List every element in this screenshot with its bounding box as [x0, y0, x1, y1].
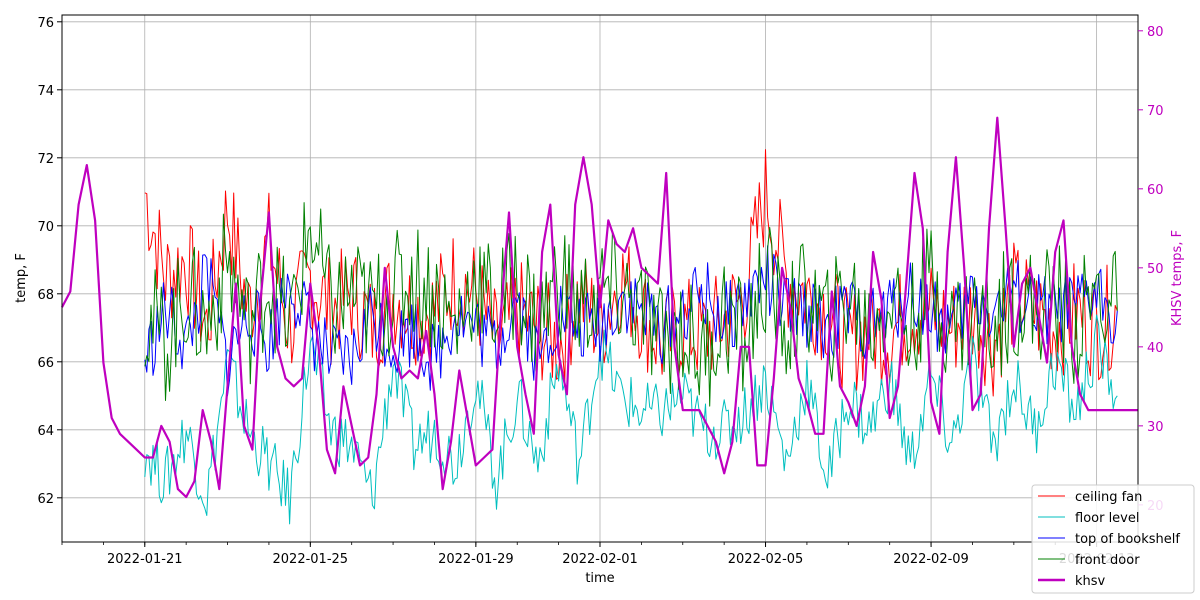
y2-tick-label: 30: [1147, 420, 1164, 435]
legend-label-top-of-bookshelf: top of bookshelf: [1075, 532, 1180, 547]
y2-tick-label: 50: [1147, 262, 1164, 277]
y-tick-label: 74: [37, 84, 54, 99]
y-tick-label: 68: [37, 288, 54, 303]
x-tick-label: 2022-02-01: [562, 552, 638, 567]
y2-tick-label: 60: [1147, 183, 1164, 198]
legend-label-khsv: khsv: [1075, 574, 1106, 589]
x-tick-label: 2022-02-05: [728, 552, 804, 567]
legend-box: [1031, 484, 1195, 594]
y-tick-label: 66: [37, 356, 54, 371]
y2-axis-title: KHSV temps, F: [1170, 230, 1185, 326]
y-axis-title: temp, F: [14, 253, 29, 303]
legend: ceiling fan floor level top of bookshelf…: [1031, 484, 1195, 594]
x-tick-label: 2022-01-21: [107, 552, 183, 567]
series-line-top-of-bookshelf: [144, 245, 1118, 397]
y2-tick-label: 80: [1147, 25, 1164, 40]
y-tick-label: 70: [37, 220, 54, 235]
series-line-khsv: [61, 116, 1138, 499]
y-axis-left: 62 64 66 68 70 72 74 76: [37, 16, 62, 507]
series-line-front-door: [144, 202, 1118, 407]
x-axis-title: time: [585, 571, 614, 586]
x-tick-label: 2022-01-29: [438, 552, 514, 567]
x-tick-label: 2022-01-25: [273, 552, 349, 567]
series-lines: [61, 116, 1138, 525]
x-tick-label: 2022-02-09: [893, 552, 969, 567]
y-tick-label: 62: [37, 492, 54, 507]
y-tick-label: 76: [37, 16, 54, 31]
x-axis: 2022-01-21 2022-01-25 2022-01-29 2022-02-01…: [61, 542, 1139, 567]
legend-label-front-door: front door: [1075, 553, 1140, 568]
legend-label-floor-level: floor level: [1075, 511, 1140, 526]
y-tick-label: 72: [37, 152, 54, 167]
y2-tick-label: 40: [1147, 341, 1164, 356]
series-line-floor-level: [144, 314, 1118, 525]
legend-label-ceiling-fan: ceiling fan: [1075, 490, 1142, 505]
y2-tick-label: 70: [1147, 104, 1164, 119]
y-tick-label: 64: [37, 424, 54, 439]
